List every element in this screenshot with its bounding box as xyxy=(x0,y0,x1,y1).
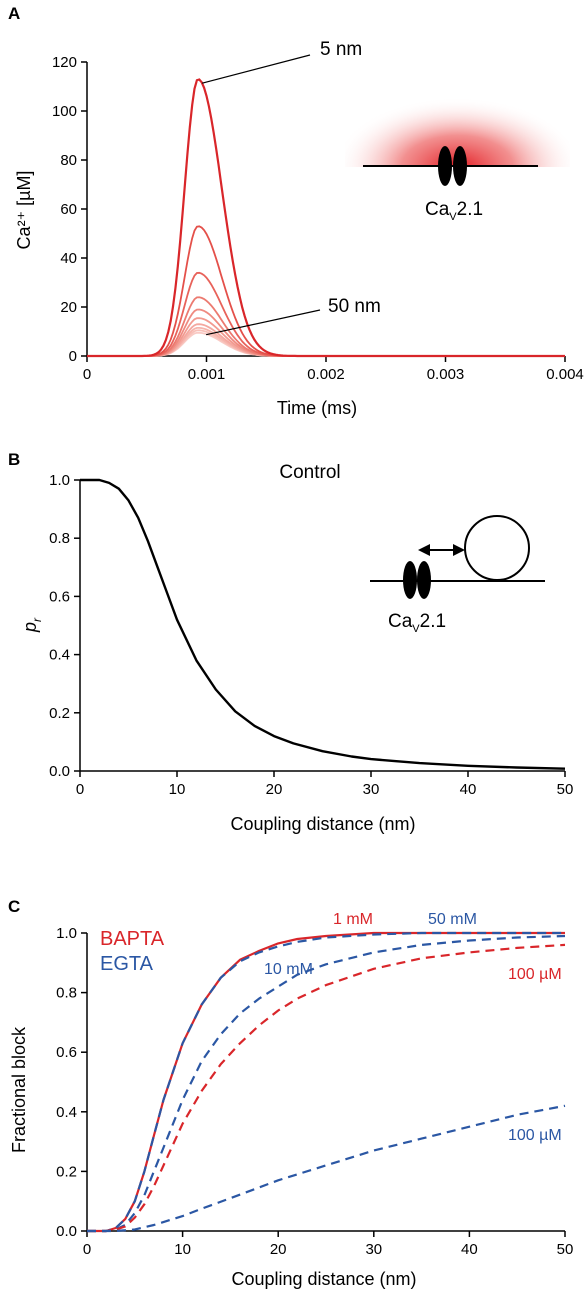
panel-a-xtick-label: 0.003 xyxy=(427,366,465,383)
panel-a-xtick-label: 0.001 xyxy=(188,366,226,383)
panel-c-ytick-label: 0.8 xyxy=(56,985,77,1002)
panel-b-xtick-label: 20 xyxy=(266,781,283,798)
calcium-trace xyxy=(87,317,565,357)
calcium-trace xyxy=(87,296,565,357)
vesicle-circle xyxy=(464,515,530,581)
channel-subunit-left-a xyxy=(438,146,452,186)
panel-c-xtick-label: 0 xyxy=(83,1241,91,1258)
panel-c-ytick-label: 0.6 xyxy=(56,1044,77,1061)
channel-subunit-left-b xyxy=(403,561,417,599)
calcium-trace xyxy=(87,271,565,357)
channel-subunit-right-b xyxy=(417,561,431,599)
panel-a-ytick-label: 40 xyxy=(60,250,77,267)
label-bapta-100um: 100 µM xyxy=(508,966,562,983)
panel-b-ytick-label: 1.0 xyxy=(49,472,70,489)
panel-c-xtick-label: 40 xyxy=(461,1241,478,1258)
calcium-trace xyxy=(87,308,565,357)
panel-b-chart: 0 10 20 30 40 50 0.0 0.2 0.4 0.6 0.8 1.0 Control Co… xyxy=(20,462,573,834)
panel-b-xtick-label: 40 xyxy=(460,781,477,798)
panel-letter-a: A xyxy=(8,4,20,23)
release-probability-curve xyxy=(80,478,566,770)
legend-bapta: BAPTA xyxy=(100,928,165,950)
panel-b-xtick-label: 0 xyxy=(76,781,84,798)
panel-b-xtick-label: 30 xyxy=(363,781,380,798)
label-egta-100um: 100 µM xyxy=(508,1127,562,1144)
panel-letter-c: C xyxy=(8,897,20,916)
panel-c-chart: 0 10 20 30 40 50 0.0 0.2 0.4 0.6 0.8 1.0 Coupling d… xyxy=(9,911,573,1289)
label-bapta-1mm: 1 mM xyxy=(333,911,373,928)
panel-a-ylabel: Ca²⁺ [µM] xyxy=(14,171,34,250)
panel-a-xtick-label: 0.002 xyxy=(307,366,345,383)
panel-b-xlabel: Coupling distance (nm) xyxy=(230,814,415,834)
annotation-leader-5nm xyxy=(201,54,311,84)
panel-c-ytick-label: 0.2 xyxy=(56,1163,77,1180)
panel-b-ytick-label: 0.2 xyxy=(49,705,70,722)
panel-a-ytick-label: 20 xyxy=(60,299,77,316)
panel-letter-b: B xyxy=(8,450,20,469)
annotation-50nm: 50 nm xyxy=(328,296,381,317)
panel-c-ytick-label: 0.4 xyxy=(56,1104,77,1121)
panel-c-xtick-label: 20 xyxy=(270,1241,287,1258)
block-curve-egta xyxy=(87,931,565,1233)
legend-egta: EGTA xyxy=(100,953,154,975)
panel-c-ylabel: Fractional block xyxy=(9,1026,29,1153)
panel-c-ytick-label: 0.0 xyxy=(56,1223,77,1240)
panel-c-xtick-label: 30 xyxy=(365,1241,382,1258)
label-egta-10mm: 10 mM xyxy=(264,961,313,978)
block-curve-egta xyxy=(87,934,566,1233)
panel-c-xlabel: Coupling distance (nm) xyxy=(231,1269,416,1289)
panel-b-title: Control xyxy=(279,462,340,483)
panel-c-xtick-label: 50 xyxy=(557,1241,574,1258)
block-curve-bapta xyxy=(87,931,565,1233)
panel-a-ytick-label: 100 xyxy=(52,103,77,120)
annotation-5nm: 5 nm xyxy=(320,39,362,60)
panel-a-ytick-label: 0 xyxy=(69,348,77,365)
label-egta-50mm: 50 mM xyxy=(428,911,477,928)
panel-b-ylabel: pr xyxy=(20,617,44,633)
panel-b-ytick-label: 0.8 xyxy=(49,530,70,547)
channel-subunit-right-a xyxy=(453,146,467,186)
channel-label-a: CaV2.1 xyxy=(425,199,483,223)
panel-a-xlabel: Time (ms) xyxy=(277,398,357,418)
panel-b-xtick-label: 10 xyxy=(169,781,186,798)
block-curve-egta xyxy=(87,1104,566,1233)
annotation-leader-50nm xyxy=(206,309,321,336)
panel-b-ytick-label: 0.6 xyxy=(49,588,70,605)
channel-label-b: CaV2.1 xyxy=(388,611,446,635)
calcium-glow-inset xyxy=(345,40,570,167)
calcium-trace xyxy=(87,225,565,357)
panel-a-ytick-label: 80 xyxy=(60,152,77,169)
panel-a-xtick-label: 0 xyxy=(83,366,91,383)
panel-b-ytick-label: 0.4 xyxy=(49,647,70,664)
panel-a-xtick-label: 0.004 xyxy=(546,366,584,383)
panel-b-ytick-label: 0.0 xyxy=(49,763,70,780)
panel-a-chart: 0 0.001 0.002 0.003 0.004 0 20 40 60 80 100 120 Tim… xyxy=(14,39,584,418)
arrow-head-left xyxy=(418,544,430,556)
panel-a-ytick-label: 60 xyxy=(60,201,77,218)
panel-b-xtick-label: 50 xyxy=(557,781,574,798)
panel-c-ytick-label: 1.0 xyxy=(56,925,77,942)
arrow-head-right xyxy=(453,544,465,556)
panel-c-xtick-label: 10 xyxy=(174,1241,191,1258)
calcium-trace xyxy=(87,78,565,358)
panel-a-ytick-label: 120 xyxy=(52,54,77,71)
block-curve-bapta xyxy=(87,943,566,1233)
